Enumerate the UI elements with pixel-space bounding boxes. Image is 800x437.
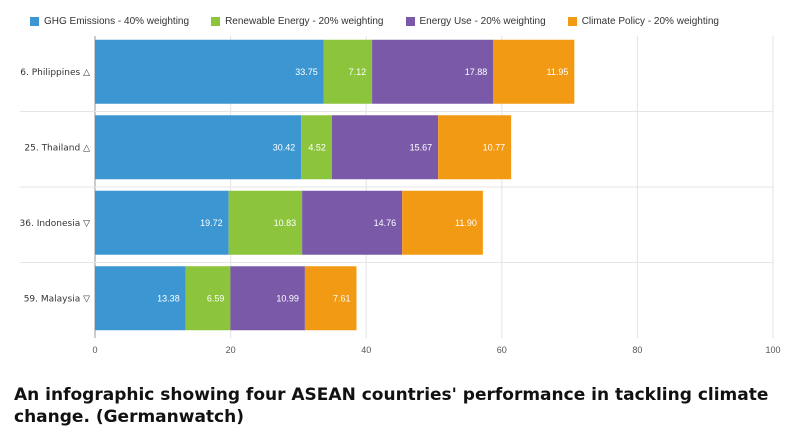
legend-item-climate-policy: Climate Policy - 20% weighting [567,16,719,27]
legend-swatch-renewable [211,17,221,26]
category-label: 36. Indonesia ▽ [20,219,91,229]
category-label: 6. Philippines △ [20,68,90,78]
bar-value-label: 6.59 [207,293,225,303]
bar-segment [95,190,229,255]
bar-value-label: 14.76 [374,218,397,228]
legend-item-renewable: Renewable Energy - 20% weighting [211,16,384,27]
bar-value-label: 30.42 [273,142,296,152]
bar-segment [230,266,305,331]
x-tick-label: 80 [632,345,642,355]
bar-segment [95,115,302,180]
x-tick-label: 40 [361,345,371,355]
bar-segment [95,266,186,331]
bar-segment [304,266,357,331]
bar-value-label: 10.99 [276,293,299,303]
bar-segment [301,115,332,180]
bar-value-label: 11.90 [455,218,477,228]
legend-swatch-energy-use [405,17,415,26]
legend-label-energy-use: Energy Use - 20% weighting [419,16,546,27]
bar-value-label: 7.12 [349,67,367,77]
legend-label-climate-policy: Climate Policy - 20% weighting [581,16,719,27]
bar-segment [185,266,231,331]
category-label: 59. Malaysia ▽ [24,294,90,304]
chart-caption: An infographic showing four ASEAN countr… [14,385,769,427]
x-tick-label: 20 [226,345,236,355]
legend-item-ghg: GHG Emissions - 40% weighting [30,16,189,27]
bar-segment [331,115,439,180]
x-tick-label: 100 [765,345,780,355]
legend-swatch-climate-policy [567,17,577,26]
bar-value-label: 15.67 [410,142,433,152]
bar-segment [372,39,494,104]
bar-segment [228,190,303,255]
legend-label-ghg: GHG Emissions - 40% weighting [44,16,190,27]
bar-value-label: 10.77 [483,142,506,152]
stacked-bar-chart: 0 20 40 60 80 100 6. Philippines △ 33.75 7.12 17.… [20,36,781,355]
bar-value-label: 13.38 [157,293,180,303]
bar-segment [493,39,575,104]
legend: GHG Emissions - 40% weighting Renewable … [30,16,719,27]
bar-segment [302,190,403,255]
bar-value-label: 4.52 [308,142,326,152]
bar-value-label: 11.95 [546,67,568,77]
bar-value-label: 7.61 [333,293,351,303]
bar-segment [323,39,373,104]
bar-segment [402,190,483,255]
category-label: 25. Thailand △ [24,143,90,153]
bar-value-label: 10.83 [274,218,297,228]
bar-segment [438,115,512,180]
x-tick-label: 0 [92,345,97,355]
legend-swatch-ghg [30,17,39,26]
x-tick-label: 60 [497,345,507,355]
bar-value-label: 33.75 [295,67,318,77]
legend-label-renewable: Renewable Energy - 20% weighting [225,16,384,27]
bar-value-label: 17.88 [465,67,488,77]
legend-item-energy-use: Energy Use - 20% weighting [405,16,546,27]
bar-segment [95,39,324,104]
bar-value-label: 19.72 [200,218,223,228]
